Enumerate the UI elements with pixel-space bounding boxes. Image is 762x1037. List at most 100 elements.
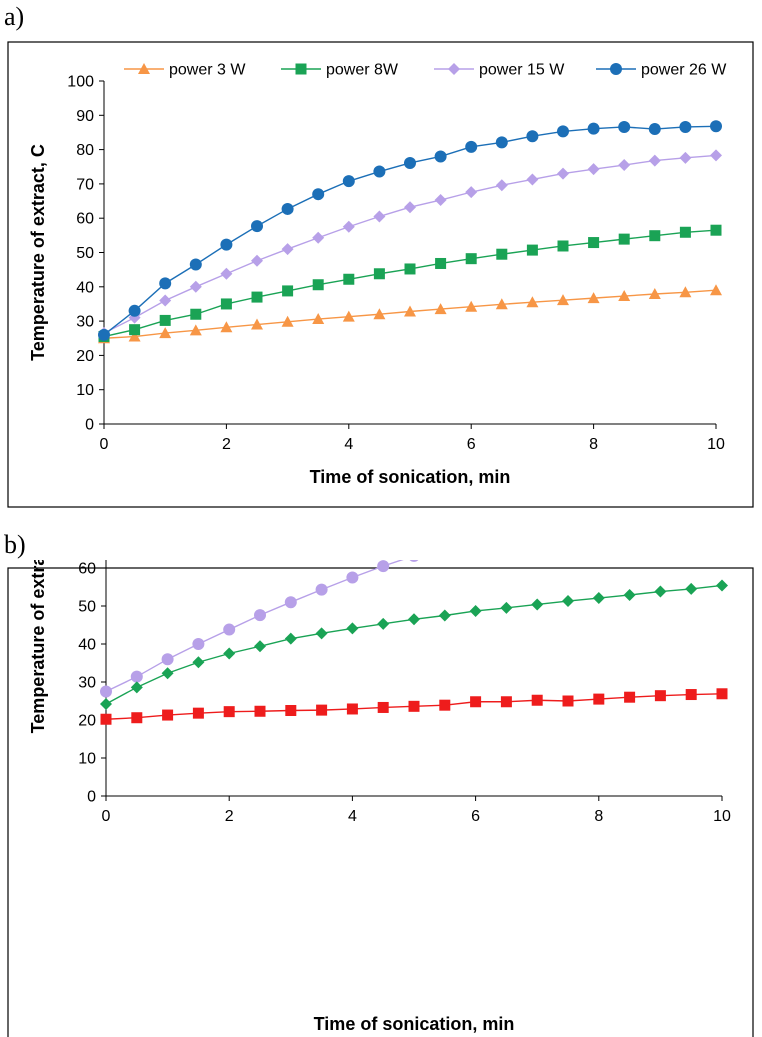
a-data-point xyxy=(557,125,569,138)
a-y-tick-label: 80 xyxy=(76,142,94,159)
a-data-point xyxy=(159,294,172,307)
a-x-tick-label: 6 xyxy=(467,436,476,453)
b-series-2 xyxy=(100,688,728,725)
b-data-point xyxy=(716,688,728,700)
a-legend-label: power 15 W xyxy=(479,62,565,79)
a-data-point xyxy=(679,151,692,164)
b-data-point xyxy=(408,613,420,626)
b-data-point xyxy=(254,640,266,653)
b-x-tick-label: 10 xyxy=(713,808,731,825)
b-data-point xyxy=(315,627,328,640)
b-data-point xyxy=(346,622,359,635)
a-data-point xyxy=(648,154,661,167)
b-data-point xyxy=(315,583,328,596)
a-data-point xyxy=(190,308,202,320)
a-data-point xyxy=(404,305,416,317)
a-data-point xyxy=(312,279,324,291)
a-data-point xyxy=(281,243,294,256)
a-data-point xyxy=(404,156,416,169)
b-data-point xyxy=(284,632,297,645)
a-series-1 xyxy=(98,224,722,343)
a-y-tick-label: 100 xyxy=(67,74,94,91)
b-data-point xyxy=(100,713,112,725)
a-y-tick-label: 60 xyxy=(76,211,94,228)
a-data-point xyxy=(710,224,722,236)
b-data-point xyxy=(285,705,297,716)
b-y-tick-label: 20 xyxy=(78,713,96,730)
a-x-axis-title: Time of sonication, min xyxy=(310,467,511,487)
b-x-tick-label: 4 xyxy=(348,808,357,825)
b-data-point xyxy=(531,694,543,706)
b-data-point xyxy=(223,623,236,636)
b-data-point xyxy=(377,617,390,630)
a-x-tick-label: 10 xyxy=(707,436,725,453)
b-data-point xyxy=(223,706,235,718)
b-y-tick-label: 50 xyxy=(78,599,96,616)
a-data-point xyxy=(281,202,294,215)
a-data-point xyxy=(710,120,722,133)
a-data-point xyxy=(342,310,355,322)
a-data-point xyxy=(557,294,569,306)
a-legend-marker xyxy=(138,63,150,74)
b-series-0 xyxy=(100,560,419,698)
b-data-point xyxy=(623,588,636,601)
a-y-tick-label: 40 xyxy=(76,279,94,296)
a-data-point xyxy=(557,240,569,252)
a-y-tick-label: 0 xyxy=(85,417,94,434)
a-data-point xyxy=(404,201,416,214)
b-data-point xyxy=(377,701,389,713)
a-data-point xyxy=(588,237,600,249)
a-data-point xyxy=(710,284,722,296)
b-data-point xyxy=(192,656,205,669)
a-data-point xyxy=(251,291,263,303)
a-data-point xyxy=(465,300,478,312)
a-data-point xyxy=(373,210,386,223)
b-data-point xyxy=(223,647,236,660)
a-data-point xyxy=(648,288,661,300)
b-data-point xyxy=(192,638,205,650)
b-data-point xyxy=(592,592,605,605)
a-data-point xyxy=(281,315,294,327)
a-data-point xyxy=(434,194,447,207)
a-data-point xyxy=(618,120,631,133)
b-data-point xyxy=(346,703,358,715)
b-x-axis-title: Time of sonication, min xyxy=(314,1014,515,1034)
b-data-point xyxy=(654,585,667,598)
b-data-point xyxy=(254,609,266,622)
b-data-point xyxy=(470,696,482,708)
a-series-3 xyxy=(98,120,722,341)
b-frame xyxy=(7,567,754,1037)
b-y-tick-label: 0 xyxy=(87,789,96,806)
b-data-point xyxy=(161,653,174,666)
a-legend-marker xyxy=(295,63,307,75)
a-data-point xyxy=(618,159,631,172)
a-data-point xyxy=(251,220,263,233)
a-data-point xyxy=(679,286,692,298)
a-data-point xyxy=(649,230,661,242)
a-y-tick-label: 30 xyxy=(76,314,94,331)
a-data-point xyxy=(220,267,233,280)
a-data-point xyxy=(128,304,141,317)
b-x-tick-label: 2 xyxy=(225,808,234,825)
b-data-point xyxy=(593,693,605,705)
b-series-line xyxy=(105,560,404,693)
b-data-point xyxy=(131,712,143,724)
a-data-point xyxy=(129,324,141,336)
a-x-tick-label: 8 xyxy=(589,436,598,453)
a-y-tick-label: 90 xyxy=(76,108,94,125)
a-legend-label: power 8W xyxy=(326,62,399,79)
b-data-point xyxy=(408,700,420,712)
a-legend-label: power 3 W xyxy=(169,62,246,79)
b-data-point xyxy=(192,707,204,719)
b-data-point xyxy=(162,709,174,721)
b-data-point xyxy=(130,670,143,683)
a-data-point xyxy=(587,122,600,135)
chart-panel-b: 01020304050607080900246810Time of sonica… xyxy=(7,560,754,1037)
a-data-point xyxy=(220,238,233,251)
a-legend-marker xyxy=(448,63,460,75)
a-data-point xyxy=(434,150,447,163)
b-data-point xyxy=(100,698,112,711)
a-data-point xyxy=(679,120,692,133)
b-data-point xyxy=(377,560,390,573)
b-data-point xyxy=(346,571,359,584)
